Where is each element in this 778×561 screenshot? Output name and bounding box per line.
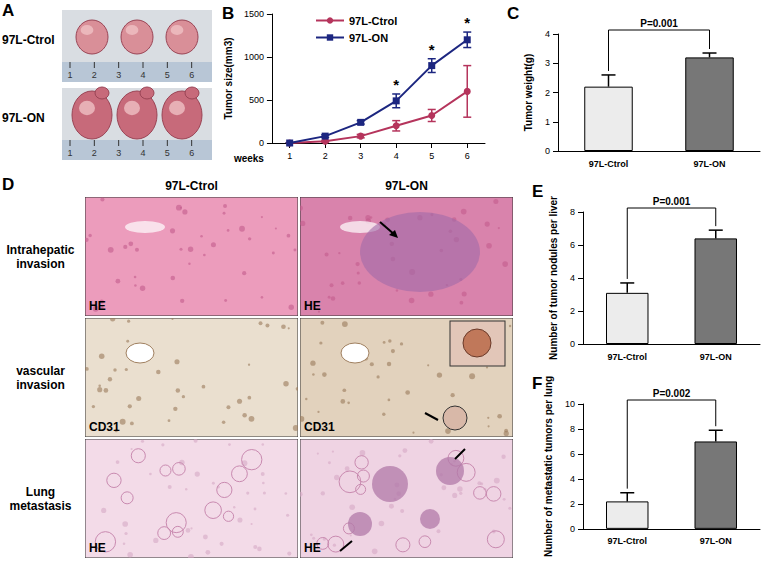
html-text:Intrahepatic invasion: Intrahepatic invasion bbox=[6, 242, 75, 271]
svg-text:97L-ON: 97L-ON bbox=[693, 159, 725, 169]
svg-text:weeks: weeks bbox=[233, 153, 264, 164]
svg-text:CD31: CD31 bbox=[304, 420, 335, 434]
svg-text:97L-Ctrol: 97L-Ctrol bbox=[2, 33, 55, 47]
svg-text:1: 1 bbox=[67, 70, 72, 80]
svg-text:0: 0 bbox=[259, 138, 264, 148]
svg-text:5: 5 bbox=[165, 70, 170, 80]
svg-text:Number of tumor nodules per li: Number of tumor nodules per liver bbox=[548, 196, 559, 360]
svg-text:Number of metastatic tumors pe: Number of metastatic tumors per lung bbox=[543, 376, 554, 557]
svg-text:2: 2 bbox=[92, 70, 97, 80]
svg-text:P=0.001: P=0.001 bbox=[640, 18, 678, 29]
svg-text:0: 0 bbox=[545, 146, 550, 156]
svg-text:10: 10 bbox=[565, 399, 575, 409]
html-text:vascular invasion: vascular invasion bbox=[16, 363, 65, 392]
svg-text:6: 6 bbox=[465, 151, 470, 161]
svg-text:3: 3 bbox=[545, 58, 550, 68]
svg-text:97L-Ctrol: 97L-Ctrol bbox=[607, 536, 647, 546]
svg-text:97L-Ctrol: 97L-Ctrol bbox=[607, 352, 647, 362]
svg-text:500: 500 bbox=[249, 95, 264, 105]
svg-text:6: 6 bbox=[570, 240, 575, 250]
svg-text:HE: HE bbox=[304, 541, 321, 555]
html-text:Lung metastasis: Lung metastasis bbox=[9, 484, 72, 513]
svg-text:1: 1 bbox=[545, 117, 550, 127]
svg-text:3: 3 bbox=[116, 70, 121, 80]
svg-text:3: 3 bbox=[358, 151, 363, 161]
html-text:D: D bbox=[2, 175, 15, 194]
svg-text:4: 4 bbox=[140, 70, 145, 80]
svg-text:97L-Ctrol: 97L-Ctrol bbox=[589, 159, 629, 169]
svg-text:Tumor weight(g): Tumor weight(g) bbox=[523, 54, 534, 132]
svg-text:6: 6 bbox=[189, 148, 194, 158]
svg-text:8: 8 bbox=[570, 207, 575, 217]
svg-text:E: E bbox=[532, 182, 543, 201]
svg-text:2: 2 bbox=[570, 499, 575, 509]
svg-text:C: C bbox=[507, 4, 519, 23]
svg-text:HE: HE bbox=[304, 299, 321, 313]
svg-text:2: 2 bbox=[92, 148, 97, 158]
html-text:97L-ON: 97L-ON bbox=[385, 179, 428, 193]
svg-text:CD31: CD31 bbox=[89, 420, 120, 434]
svg-text:*: * bbox=[464, 14, 470, 31]
svg-text:4: 4 bbox=[394, 151, 399, 161]
svg-text:4: 4 bbox=[545, 29, 550, 39]
svg-text:*: * bbox=[429, 41, 435, 58]
svg-text:0: 0 bbox=[570, 339, 575, 349]
svg-text:4: 4 bbox=[140, 148, 145, 158]
svg-text:1500: 1500 bbox=[244, 9, 264, 19]
svg-text:HE: HE bbox=[89, 299, 106, 313]
svg-text:2: 2 bbox=[323, 151, 328, 161]
svg-text:6: 6 bbox=[189, 70, 194, 80]
svg-text:97L-Ctrol: 97L-Ctrol bbox=[349, 15, 397, 27]
svg-text:4: 4 bbox=[570, 273, 575, 283]
svg-text:1: 1 bbox=[287, 151, 292, 161]
svg-text:3: 3 bbox=[116, 148, 121, 158]
svg-text:1000: 1000 bbox=[244, 52, 264, 62]
svg-text:97L-ON: 97L-ON bbox=[349, 32, 388, 44]
svg-text:*: * bbox=[393, 76, 399, 93]
svg-text:F: F bbox=[532, 374, 542, 393]
svg-text:97L-ON: 97L-ON bbox=[700, 536, 732, 546]
svg-text:8: 8 bbox=[570, 424, 575, 434]
html-text:97L-Ctrol: 97L-Ctrol bbox=[165, 179, 218, 193]
svg-text:2: 2 bbox=[570, 306, 575, 316]
svg-text:B: B bbox=[222, 4, 234, 23]
svg-text:P=0.002: P=0.002 bbox=[653, 388, 691, 399]
svg-text:97L-ON: 97L-ON bbox=[2, 111, 45, 125]
svg-text:6: 6 bbox=[570, 449, 575, 459]
svg-text:4: 4 bbox=[570, 474, 575, 484]
svg-text:P=0.001: P=0.001 bbox=[653, 196, 691, 207]
svg-text:2: 2 bbox=[545, 88, 550, 98]
svg-text:HE: HE bbox=[89, 541, 106, 555]
svg-text:97L-ON: 97L-ON bbox=[700, 352, 732, 362]
svg-text:0: 0 bbox=[570, 524, 575, 534]
svg-text:1: 1 bbox=[67, 148, 72, 158]
svg-text:5: 5 bbox=[429, 151, 434, 161]
svg-text:Tumor size(mm3): Tumor size(mm3) bbox=[223, 37, 234, 119]
svg-text:A: A bbox=[2, 1, 14, 20]
svg-text:5: 5 bbox=[165, 148, 170, 158]
